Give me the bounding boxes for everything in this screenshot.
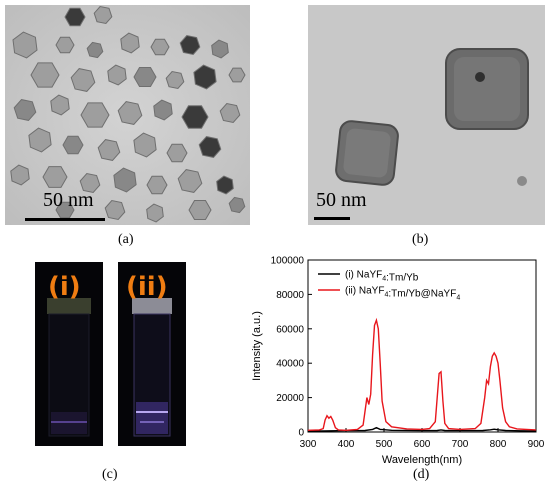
nanoparticle <box>120 32 140 54</box>
nanoparticle-field-b <box>308 5 545 225</box>
nanoparticle <box>228 196 246 214</box>
x-tick-label: 400 <box>338 439 355 450</box>
nanoparticle <box>211 39 229 59</box>
vial-label-ii: (ii) <box>126 272 168 302</box>
x-tick-label: 600 <box>414 439 431 450</box>
scale-bar-b <box>314 217 350 220</box>
tem-image-b: 50 nm <box>308 5 545 225</box>
nanoparticle <box>50 94 70 116</box>
y-tick-label: 60000 <box>276 324 304 335</box>
nanoparticle <box>113 167 137 193</box>
nanoparticle <box>219 102 241 124</box>
nanoparticle <box>146 175 168 195</box>
nanoparticle <box>12 31 38 59</box>
caption-d: (d) <box>413 467 430 482</box>
y-tick-label: 0 <box>298 428 304 439</box>
y-tick-label: 100000 <box>271 256 305 267</box>
nanoparticle <box>13 99 37 121</box>
series-line-1 <box>307 426 537 432</box>
nanoparticle <box>70 68 96 92</box>
nanoparticle <box>64 7 86 27</box>
legend-label-2: (ii) NaYF4:Tm/Yb@NaYF4 <box>345 286 460 302</box>
nanoparticle <box>55 36 75 54</box>
nanoparticle <box>166 143 188 163</box>
y-tick-label: 40000 <box>276 359 304 370</box>
nanoparticle <box>97 139 121 161</box>
nanoparticle <box>30 62 60 88</box>
nanoparticle <box>150 38 170 56</box>
nanoparticle <box>228 67 246 83</box>
x-tick-label: 800 <box>490 439 507 450</box>
nanoparticle-field-a <box>5 5 250 225</box>
nanoparticle <box>42 166 68 188</box>
nanoparticle <box>107 64 127 86</box>
nanoparticle <box>133 132 157 158</box>
nanoparticle <box>10 164 30 186</box>
nanoparticle <box>153 99 173 121</box>
nanoparticle <box>188 200 212 220</box>
nanoparticle <box>28 127 52 153</box>
nanoparticle <box>86 41 104 59</box>
caption-b: (b) <box>412 232 429 247</box>
vial-photo-1: (i) <box>35 262 103 446</box>
y-tick-label: 80000 <box>276 290 304 301</box>
nanoparticle <box>193 64 217 90</box>
y-tick-label: 20000 <box>276 393 304 404</box>
tem-image-a: 50 nm <box>5 5 250 225</box>
nanoparticle <box>62 135 84 155</box>
nanoparticle <box>165 70 185 90</box>
nanoparticle <box>133 67 157 87</box>
nanoparticle <box>104 199 126 221</box>
nanoparticle <box>198 136 222 158</box>
nanoparticle <box>181 105 209 129</box>
vial-label-i: (i) <box>48 272 81 302</box>
nanoparticle <box>79 172 101 194</box>
vial-photo-2: (ii) <box>118 262 186 446</box>
x-tick-label: 900 <box>528 439 545 450</box>
nanoparticle <box>80 102 110 128</box>
series-line-2 <box>307 317 537 432</box>
caption-c: (c) <box>102 467 118 482</box>
emission-spectrum-chart: 300 400 500 600 700 800 900 0 20000 40000 60000 800… <box>251 256 545 467</box>
y-axis-label: Intensity (a.u.) <box>251 311 263 381</box>
scale-label-b: 50 nm <box>316 189 367 211</box>
nanoparticle <box>117 101 143 125</box>
nanoparticle <box>177 169 203 193</box>
x-axis-label: Wavelength(nm) <box>382 454 462 466</box>
nanoparticle <box>216 175 234 195</box>
scale-bar-a <box>25 218 105 221</box>
x-tick-label: 700 <box>452 439 469 450</box>
caption-a: (a) <box>118 232 134 247</box>
nanoparticle <box>146 203 164 223</box>
legend-label-1: (i) NaYF4:Tm/Yb <box>345 270 419 284</box>
x-tick-label: 300 <box>300 439 317 450</box>
nanoparticle <box>55 201 75 219</box>
x-tick-label: 500 <box>376 439 393 450</box>
nanoparticle <box>179 34 201 56</box>
scale-label-a: 50 nm <box>43 189 94 211</box>
nanoparticle <box>93 5 113 25</box>
